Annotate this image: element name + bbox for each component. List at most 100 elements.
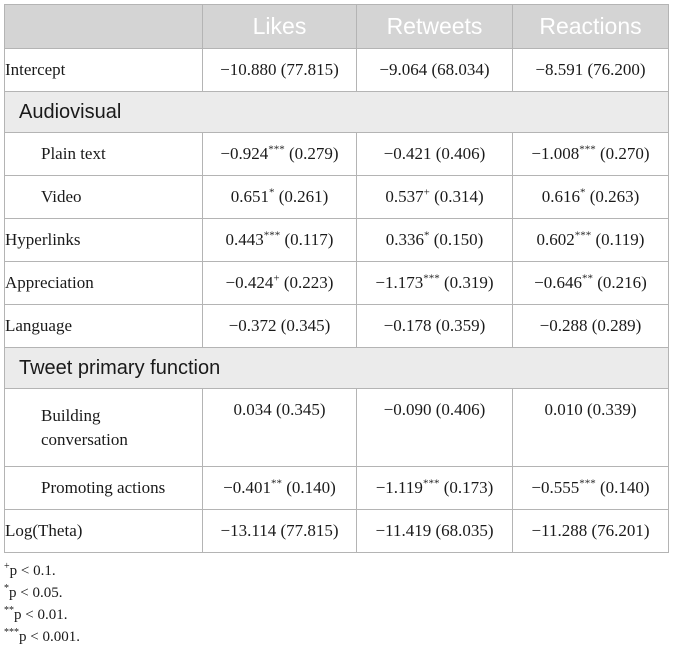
row-label: Plain text — [4, 132, 203, 176]
cell-reactions: 0.602*** (0.119) — [512, 218, 669, 262]
footnote: +p < 0.1. — [4, 560, 80, 582]
section-audiovisual: Audiovisual — [4, 91, 669, 133]
row-plain-text: Plain text −0.924*** (0.279) −0.421 (0.4… — [4, 132, 669, 176]
cell-reactions: 0.010 (0.339) — [512, 388, 669, 467]
se: (0.406) — [431, 400, 486, 419]
cell-retweets: −0.178 (0.359) — [356, 304, 513, 348]
row-label: Promoting actions — [4, 466, 203, 510]
cell-reactions: −8.591 (76.200) — [512, 48, 669, 92]
coef: −0.090 — [383, 400, 432, 419]
footnote-text: p < 0.01. — [14, 607, 68, 623]
coef: −0.288 — [539, 316, 588, 335]
header-reactions: Reactions — [512, 4, 669, 49]
se: (0.345) — [276, 316, 331, 335]
se: (0.150) — [429, 230, 484, 249]
cell-retweets: −0.090 (0.406) — [356, 388, 513, 467]
row-intercept: Intercept −10.880 (77.815) −9.064 (68.03… — [4, 48, 669, 92]
sig-marker: * — [423, 229, 430, 242]
coef: −1.119 — [375, 478, 423, 497]
row-video: Video 0.651* (0.261) 0.537+ (0.314) 0.61… — [4, 175, 669, 219]
se: (0.223) — [279, 273, 334, 292]
sig-marker: * — [268, 186, 275, 199]
row-building-conversation: Building conversation 0.034 (0.345) −0.09… — [4, 388, 669, 467]
header-retweets: Retweets — [356, 4, 513, 49]
coef: −0.424 — [225, 273, 274, 292]
se: (0.289) — [587, 316, 642, 335]
row-language: Language −0.372 (0.345) −0.178 (0.359) −… — [4, 304, 669, 348]
regression-table: Likes Retweets Reactions Intercept −10.8… — [4, 4, 669, 553]
cell-reactions: −1.008*** (0.270) — [512, 132, 669, 176]
se: (0.359) — [431, 316, 486, 335]
se: (0.140) — [282, 478, 336, 497]
row-label-line2: conversation — [41, 429, 128, 449]
footnote: *p < 0.05. — [4, 582, 80, 604]
footnote-symbol: + — [4, 561, 10, 572]
header-row: Likes Retweets Reactions — [4, 4, 669, 49]
row-hyperlinks: Hyperlinks 0.443*** (0.117) 0.336* (0.15… — [4, 218, 669, 262]
cell-reactions: −0.555*** (0.140) — [512, 466, 669, 510]
footnote-symbol: ** — [4, 605, 14, 616]
coef: 0.336 — [385, 230, 424, 249]
se: (0.406) — [431, 144, 486, 163]
coef: −0.178 — [383, 316, 432, 335]
cell-reactions: 0.616* (0.263) — [512, 175, 669, 219]
se: (0.173) — [439, 478, 494, 497]
sig-marker: * — [579, 186, 586, 199]
coef: −0.924 — [220, 144, 269, 163]
sig-marker: *** — [579, 143, 596, 156]
section-heading: Audiovisual — [4, 91, 669, 133]
sig-marker: + — [423, 186, 430, 199]
cell-likes: 0.651* (0.261) — [202, 175, 357, 219]
row-label-line1: Building — [41, 405, 101, 425]
cell-retweets: 0.537+ (0.314) — [356, 175, 513, 219]
section-heading: Tweet primary function — [4, 347, 669, 389]
row-promoting-actions: Promoting actions −0.401** (0.140) −1.11… — [4, 466, 669, 510]
se: (0.261) — [274, 187, 329, 206]
row-label: Video — [4, 175, 203, 219]
se: (0.314) — [429, 187, 484, 206]
coef: −0.421 — [383, 144, 432, 163]
se: (0.279) — [284, 144, 339, 163]
sig-marker: *** — [263, 229, 281, 242]
cell-likes: −0.924*** (0.279) — [202, 132, 357, 176]
header-likes: Likes — [202, 4, 357, 49]
cell-likes: −10.880 (77.815) — [202, 48, 357, 92]
se: (0.140) — [595, 478, 650, 497]
footnote-text: p < 0.1. — [9, 563, 56, 579]
row-appreciation: Appreciation −0.424+ (0.223) −1.173*** (… — [4, 261, 669, 305]
cell-retweets: −1.119*** (0.173) — [356, 466, 513, 510]
footnote: ***p < 0.001. — [4, 626, 80, 648]
coef: −1.008 — [531, 144, 580, 163]
footnote-text: p < 0.001. — [19, 629, 80, 645]
cell-reactions: −11.288 (76.201) — [512, 509, 669, 553]
cell-reactions: −0.288 (0.289) — [512, 304, 669, 348]
footnote-symbol: * — [4, 583, 9, 594]
coef: 0.537 — [385, 187, 424, 206]
cell-likes: −13.114 (77.815) — [202, 509, 357, 553]
sig-marker: ** — [271, 477, 282, 490]
se: (0.119) — [591, 230, 645, 249]
sig-marker: ** — [582, 272, 593, 285]
row-log-theta: Log(Theta) −13.114 (77.815) −11.419 (68.… — [4, 509, 669, 553]
se: (0.339) — [582, 400, 637, 419]
coef: −0.372 — [228, 316, 277, 335]
coef: −0.401 — [223, 478, 271, 497]
coef: −0.646 — [534, 273, 582, 292]
cell-likes: 0.034 (0.345) — [202, 388, 357, 467]
cell-retweets: −1.173*** (0.319) — [356, 261, 513, 305]
coef: 0.602 — [536, 230, 575, 249]
se: (0.270) — [595, 144, 650, 163]
coef: −0.555 — [531, 478, 580, 497]
cell-retweets: 0.336* (0.150) — [356, 218, 513, 262]
cell-likes: −0.401** (0.140) — [202, 466, 357, 510]
sig-marker: *** — [579, 477, 596, 490]
se: (0.345) — [271, 400, 326, 419]
footnote-symbol: *** — [4, 627, 19, 638]
coef: 0.616 — [541, 187, 580, 206]
coef: 0.443 — [225, 230, 264, 249]
sig-marker: *** — [268, 143, 285, 156]
cell-likes: −0.424+ (0.223) — [202, 261, 357, 305]
se: (0.263) — [585, 187, 640, 206]
se: (0.117) — [280, 230, 334, 249]
sig-marker: + — [273, 272, 280, 285]
